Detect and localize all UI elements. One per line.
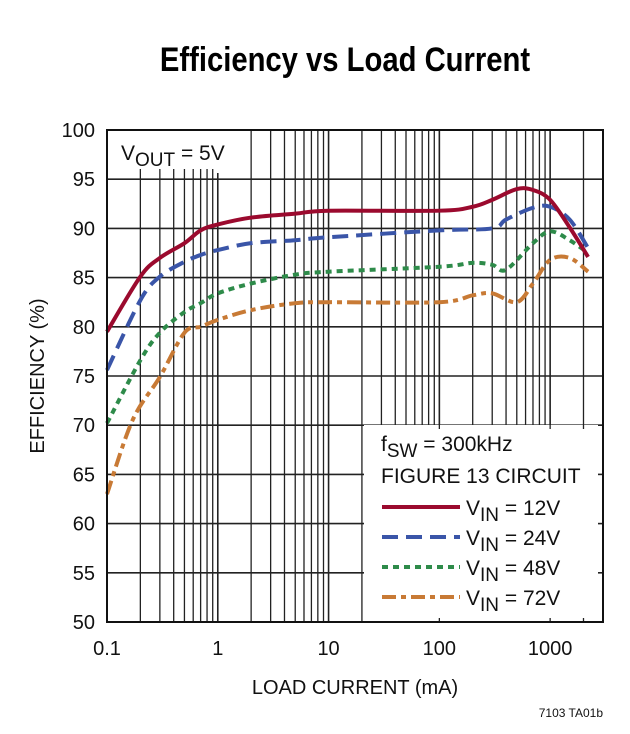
x-tick-label: 1000 <box>528 638 573 660</box>
y-tick-label: 100 <box>62 120 95 142</box>
footnote: 7103 TA01b <box>539 706 604 720</box>
y-tick-label: 90 <box>73 218 95 240</box>
y-tick-label: 55 <box>73 563 95 585</box>
legend-box <box>364 425 603 622</box>
series-line-12v <box>105 186 590 333</box>
series-lines <box>105 186 590 495</box>
text-main: V <box>466 527 480 550</box>
y-tick-label: 60 <box>73 514 95 536</box>
text-main: V <box>466 557 480 580</box>
text-rest: = 72V <box>499 587 560 610</box>
vout-annotation: VOUT = 5V <box>121 142 225 171</box>
legend-label: VIN = 72V <box>466 587 560 616</box>
y-tick-label: 50 <box>73 612 95 634</box>
text-rest: = 24V <box>499 527 560 550</box>
legend-label: VIN = 48V <box>466 557 560 586</box>
text-rest: = 12V <box>499 497 560 520</box>
x-axis-label: LOAD CURRENT (mA) <box>252 677 458 699</box>
text-main: f <box>381 433 387 456</box>
x-tick-label: 10 <box>317 638 339 660</box>
text-rest: = 300kHz <box>417 433 512 456</box>
text-subscript: OUT <box>135 150 176 171</box>
x-tick-label: 1 <box>212 638 223 660</box>
legend-label: VIN = 24V <box>466 527 560 556</box>
y-axis-label: EFFICIENCY (%) <box>27 298 49 453</box>
chart-title: Efficiency vs Load Current <box>160 40 531 79</box>
text-rest: = 5V <box>175 142 225 165</box>
text-subscript: IN <box>480 535 499 556</box>
series-line-24v <box>105 203 590 371</box>
annotation-box <box>107 130 251 173</box>
text-main: V <box>466 497 480 520</box>
y-tick-label: 85 <box>73 268 95 290</box>
text-main: V <box>121 142 135 165</box>
y-tick-label: 65 <box>73 464 95 486</box>
text-subscript: SW <box>387 441 418 462</box>
text-rest: = 48V <box>499 557 560 580</box>
y-tick-labels: 50 55 60 65 70 75 80 85 90 95 100 <box>62 120 95 634</box>
x-tick-label: 100 <box>423 638 456 660</box>
x-tick-label: 0.1 <box>93 638 121 660</box>
y-tick-label: 95 <box>73 169 95 191</box>
text-main: V <box>466 587 480 610</box>
series-line-72v <box>105 254 590 495</box>
x-tick-labels: 0.1 1 10 100 1000 <box>93 638 572 660</box>
text-subscript: IN <box>480 595 499 616</box>
series-line-48v <box>105 229 590 425</box>
text-subscript: IN <box>480 565 499 586</box>
y-tick-label: 70 <box>73 415 95 437</box>
legend-fsw: fSW = 300kHz <box>381 433 513 462</box>
legend-label: VIN = 12V <box>466 497 560 526</box>
text-subscript: IN <box>480 505 499 526</box>
y-tick-label: 75 <box>73 366 95 388</box>
plot-frame <box>106 129 604 623</box>
y-tick-label: 80 <box>73 317 95 339</box>
legend-circuit: FIGURE 13 CIRCUIT <box>381 465 581 488</box>
